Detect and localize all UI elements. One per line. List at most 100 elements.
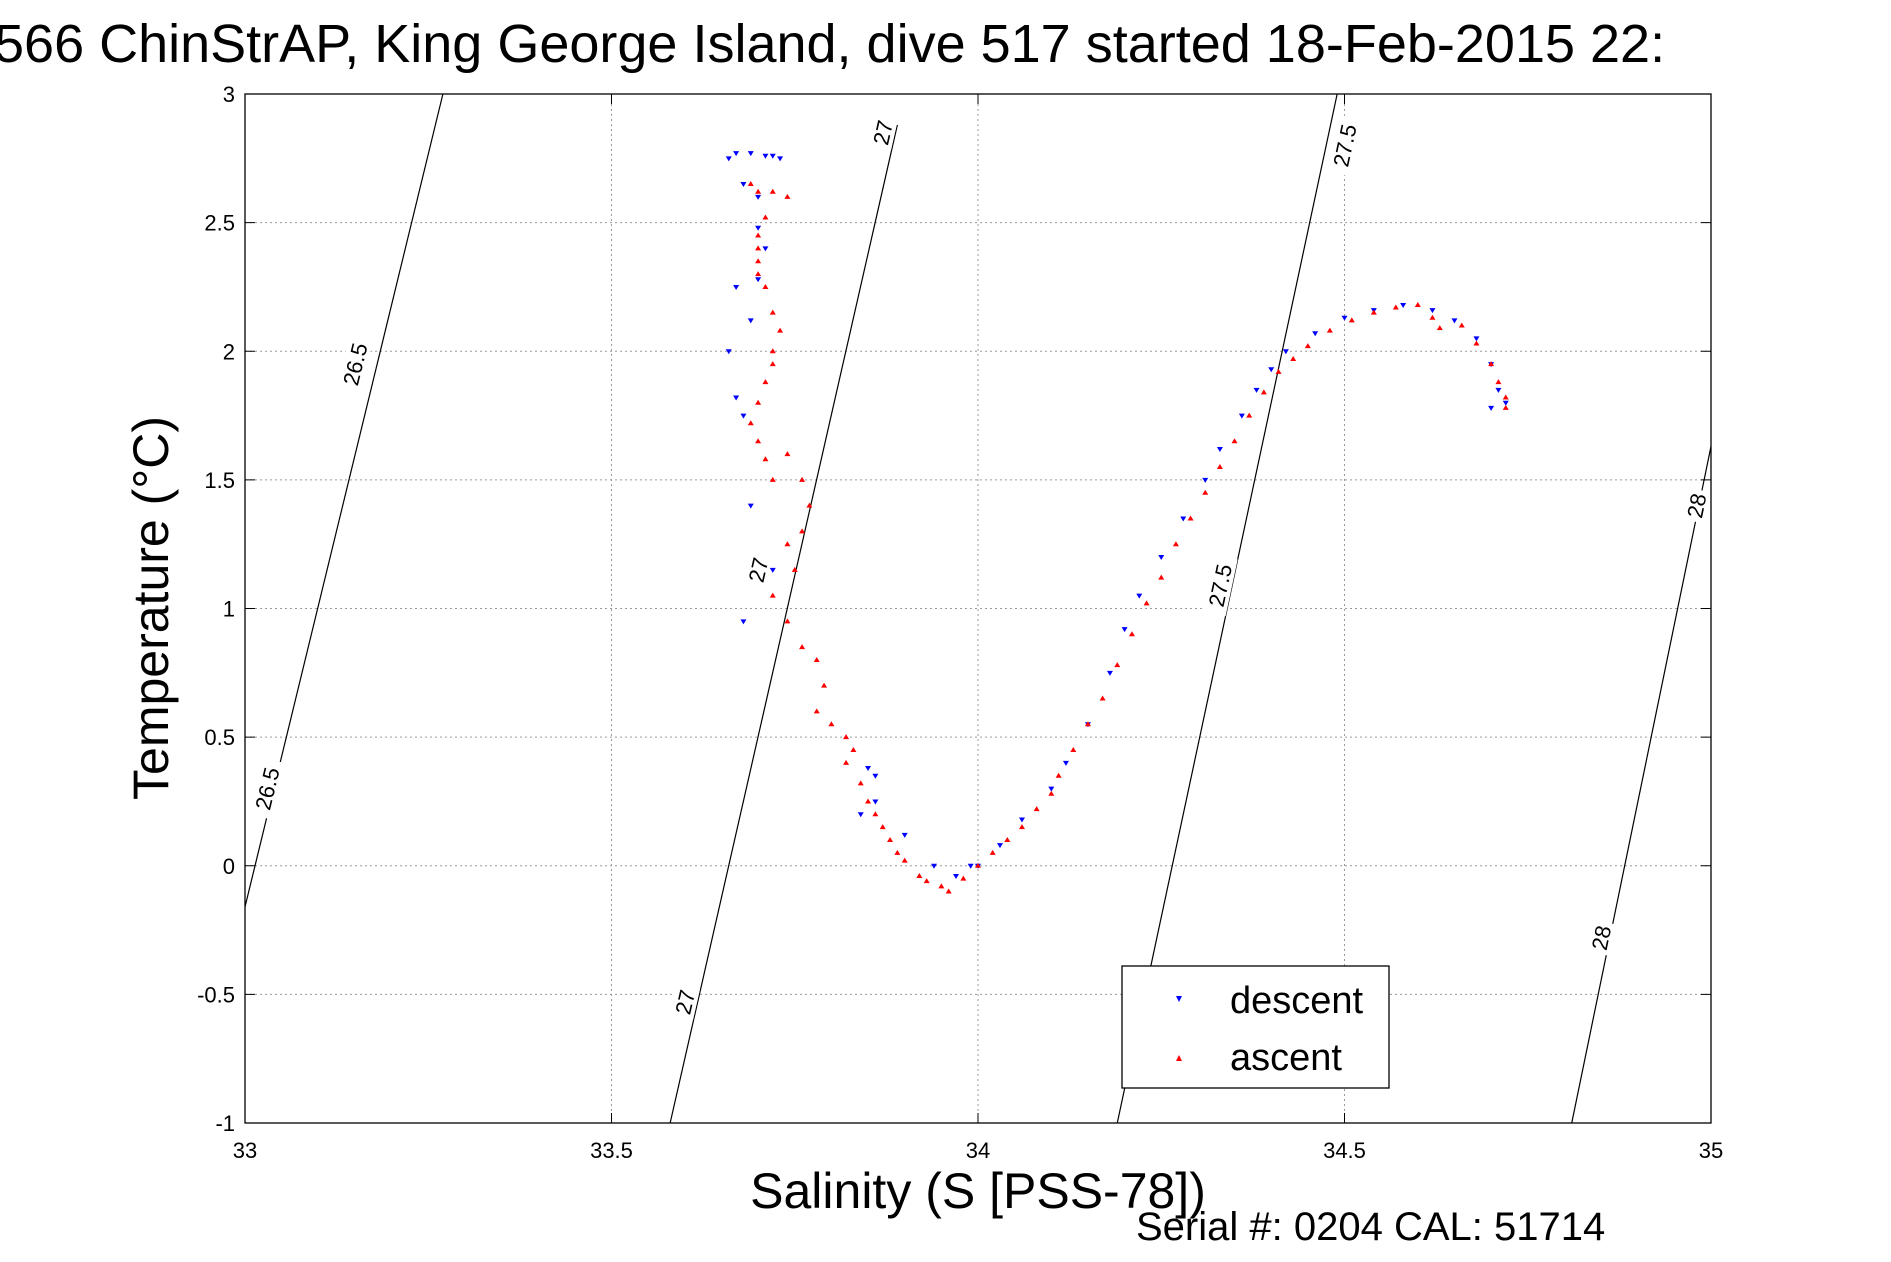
contour-label-background [336,333,374,396]
ascent-point [1502,394,1509,400]
ascent-point [843,759,850,765]
descent-point [1312,331,1319,337]
descent-point [1048,786,1055,792]
descent-point [740,619,747,625]
density-contours [244,93,1712,1124]
ascent-point [1143,600,1150,606]
contour-label: 28 [1587,923,1616,952]
ascent-point [762,456,769,462]
descent-point [733,395,740,401]
ascent-point [799,528,806,534]
ascent-point [1216,464,1223,470]
ascent-point [901,857,908,863]
contour-label-group: 28 [1681,487,1712,524]
ascent-point [769,348,776,354]
ascent-point [813,656,820,662]
legend-label-descent: descent [1230,980,1364,1022]
descent-point [967,863,974,869]
y-tick-label: 1.5 [204,468,235,493]
y-axis-label: Temperature (°C) [123,416,179,800]
contour-label-group: 28 [1586,919,1616,956]
descent-point [733,284,740,290]
ascent-point [1004,837,1011,843]
legend: descent ascent [1121,965,1390,1089]
contour-label-background [742,551,774,589]
ascent-point [894,849,901,855]
descent-point [769,153,776,159]
descent-point [725,156,732,162]
ascent-point [1370,309,1377,315]
ascent-point [1392,304,1399,310]
ascent-point [769,309,776,315]
descent-point [769,567,776,573]
descent-point [1488,405,1495,411]
descent-point [1216,447,1223,453]
y-tick-label: 2 [223,339,235,364]
descent-point [901,832,908,838]
descent-point [1429,308,1436,314]
contour-label: 27 [868,118,898,147]
descent-point [1136,593,1143,599]
contour-label-background [1202,554,1238,617]
contour-label: 26.5 [338,340,372,388]
descent-point [733,151,740,157]
contour-label-group: 27 [742,551,774,589]
descent-point [762,153,769,159]
descent-point [931,863,938,869]
ascent-point [1260,389,1267,395]
data-points [725,151,1509,894]
descent-point [747,318,754,324]
descent-point [872,799,879,805]
ascent-point [755,399,762,405]
ascent-point [1304,343,1311,349]
descent-point [755,225,762,231]
descent-point [1495,387,1502,393]
ascent-point [1488,361,1495,367]
x-axis-label: Salinity (S [PSS-78]) [750,1163,1206,1219]
descent-point [725,349,732,355]
x-tick-label: 34 [966,1138,990,1163]
y-tick-label: -1 [215,1111,235,1136]
ascent-point [755,245,762,251]
descent-point [996,843,1003,849]
x-tick-label: 33 [233,1138,257,1163]
ascent-point [1275,368,1282,374]
ascent-point [1414,301,1421,307]
ascent-point [755,258,762,264]
contour-label-background [669,983,701,1021]
descent-point [740,182,747,188]
descent-point [1268,367,1275,373]
y-tick-label: 1 [223,597,235,622]
ascent-point [799,644,806,650]
legend-marker-descent [1176,996,1182,1002]
y-axis-ticks: 3 2.5 2 1.5 1 0.5 0 -0.5 -1 [197,82,1711,1136]
ascent-point [769,361,776,367]
ascent-point [1099,695,1106,701]
ascent-point [1458,322,1465,328]
y-tick-label: 3 [223,82,235,107]
descent-point [1180,516,1187,522]
descent-point [865,765,872,771]
ascent-point [769,592,776,598]
ascent-point [1326,327,1333,333]
descent-point [1238,413,1245,419]
ascent-point [865,798,872,804]
ascent-point [923,878,930,884]
contour-label: 27 [670,987,700,1016]
y-tick-label: -0.5 [197,982,235,1007]
descent-point [777,156,784,162]
contour-label: 28 [1682,491,1711,520]
ascent-point [938,883,945,889]
ascent-point [762,379,769,385]
descent-point [953,874,960,880]
contour-label-background [1326,114,1363,177]
contour-label: 26.5 [250,765,284,813]
x-axis-ticks: 33 33.5 34 34.5 35 [233,94,1723,1163]
y-tick-label: 0.5 [204,725,235,750]
ascent-point [769,476,776,482]
contour-label-group: 26.5 [248,757,286,820]
descent-point [1106,670,1113,676]
contour-label-group: 27.5 [1326,114,1363,177]
ascent-point [828,721,835,727]
descent-point [755,277,762,283]
